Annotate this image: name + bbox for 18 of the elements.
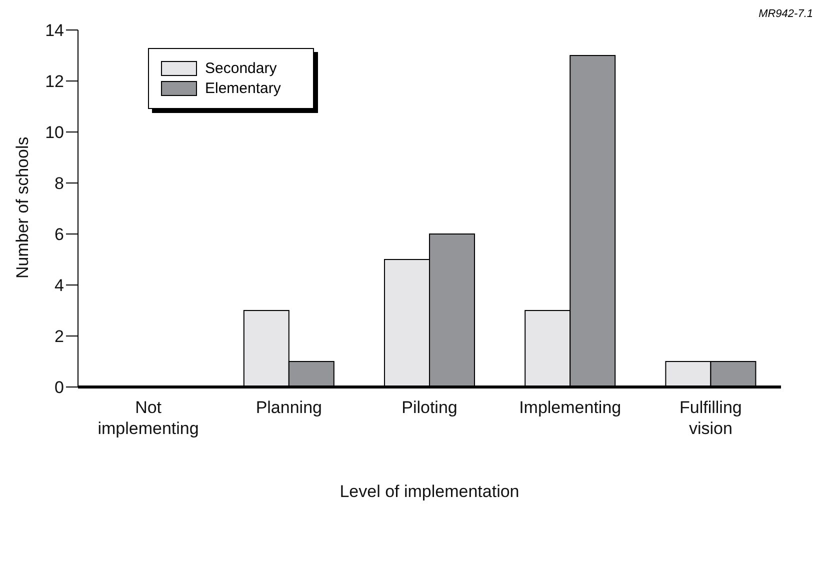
x-tick-label: Fulfilling vision	[680, 398, 742, 438]
text: MR942-7.1	[758, 8, 813, 20]
y-tick-label: 10	[45, 123, 64, 142]
y-axis-title: Number of schools	[13, 136, 32, 278]
x-axis-title: Level of implementation	[340, 482, 520, 501]
y-tick-label: 12	[45, 72, 64, 92]
y-tick-label: 4	[54, 276, 64, 296]
legend-label: Secondary	[205, 60, 277, 77]
x-tick-label: Planning	[256, 398, 322, 417]
x-tick-label: Not implementing	[98, 398, 199, 438]
legend-label: Elementary	[205, 80, 281, 97]
y-tick-label: 14	[45, 21, 64, 40]
y-tick-label: 0	[54, 378, 64, 398]
x-tick-label: Implementing	[519, 398, 622, 417]
y-tick-label: 6	[54, 225, 64, 244]
x-tick-label: Piloting	[402, 398, 458, 417]
y-tick-label: 8	[54, 174, 64, 194]
y-tick-label: 2	[54, 327, 64, 346]
